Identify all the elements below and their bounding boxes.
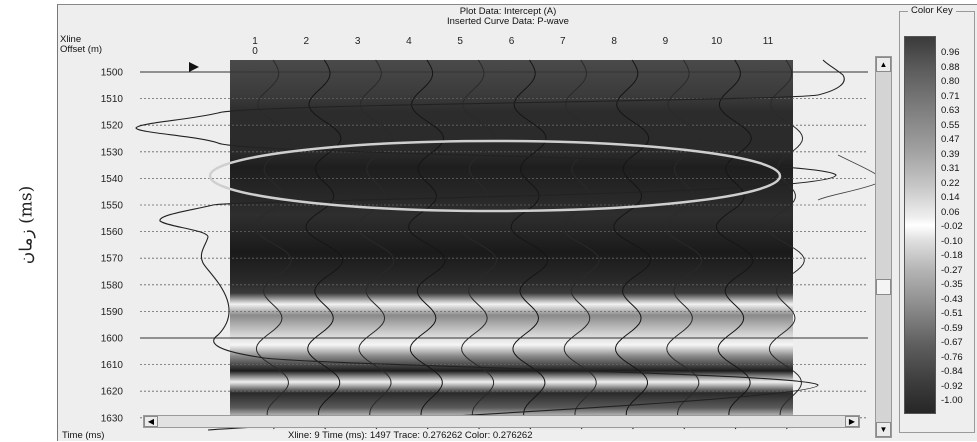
color-key-panel: Color Key 0.96 0.88 0.80 0.71 0.63 0.55 0.47 0.… [899, 5, 975, 433]
time-tick-label: 1500 [101, 68, 124, 79]
status-readout: Xline: 9 Time (ms): 1497 Trace: 0.276262… [288, 430, 533, 441]
trace-wiggle [356, 59, 395, 430]
color-key-label: -0.27 [941, 264, 963, 276]
time-tick-label: 1610 [101, 360, 124, 371]
xline-label: Xline [60, 34, 82, 45]
trace-wiggle [408, 59, 446, 430]
color-key-label: 0.55 [941, 119, 960, 131]
trace-number: 2 [304, 36, 310, 47]
color-key-label: 0.22 [941, 177, 960, 189]
time-tick-label: 1520 [101, 121, 124, 132]
curve-title: Inserted Curve Data: P-wave [447, 16, 569, 27]
color-key-label: -0.02 [941, 221, 963, 232]
color-key-label: 0.96 [941, 47, 960, 58]
highlight-ellipse [208, 139, 782, 213]
time-tick-label: 1550 [101, 201, 124, 212]
color-key-label: 0.71 [941, 90, 960, 102]
trace-number: 6 [509, 36, 515, 47]
trace-number: 10 [711, 36, 723, 47]
trace-number: 7 [560, 36, 566, 47]
time-tick-label: 1590 [101, 307, 124, 318]
color-scale-bar [904, 36, 936, 414]
color-key-label: 0.47 [941, 134, 960, 145]
color-key-label: -0.35 [941, 279, 963, 290]
color-key-label: -0.43 [941, 293, 963, 305]
time-tick-label: 1510 [101, 94, 124, 105]
color-key-label: -0.10 [941, 235, 963, 247]
time-axis: 1500 1510 1520 1530 1540 1550 1560 1570 1580 1590… [101, 68, 868, 424]
color-key-label: 0.80 [941, 76, 960, 87]
color-key-label: 0.31 [941, 163, 960, 174]
trace-wiggle [254, 59, 292, 430]
color-key-label: -0.59 [941, 322, 963, 334]
trace-wiggle [613, 59, 651, 430]
color-key-label: -1.00 [941, 395, 963, 406]
trace-number: 11 [763, 36, 774, 47]
color-key-label: -0.67 [941, 337, 963, 348]
scroll-left-button[interactable]: ◀ [144, 416, 158, 427]
time-tick-label: 1600 [101, 334, 124, 345]
trace-number: 4 [406, 36, 412, 47]
trace-wiggle [767, 59, 805, 430]
color-key-label: -0.84 [941, 366, 963, 377]
status-bar: Time (ms) Xline: 9 Time (ms): 1497 Trace… [58, 429, 977, 442]
vertical-scrollbar[interactable]: ▲ ▼ [875, 56, 892, 438]
trace-number: 8 [611, 36, 617, 47]
trace-wiggle [562, 59, 600, 430]
trace-number: 3 [355, 36, 361, 47]
color-key-label: 0.88 [941, 61, 960, 73]
offset-value: 0 [252, 46, 258, 57]
trace-wiggles [254, 59, 805, 430]
time-tick-label: 1570 [101, 254, 124, 265]
time-tick-label: 1580 [101, 280, 124, 291]
time-axis-persian-label: زمان (ms) [2, 150, 50, 300]
color-key-label: -0.51 [941, 308, 963, 319]
horizontal-scrollbar[interactable]: ◀ ▶ [143, 415, 860, 428]
vertical-scroll-thumb[interactable] [876, 279, 891, 295]
scroll-up-button[interactable]: ▲ [876, 57, 891, 72]
color-key-label: -0.18 [941, 250, 963, 261]
color-key-label: -0.92 [941, 380, 963, 392]
scroll-down-button[interactable]: ▼ [876, 422, 891, 437]
offset-label: Offset (m) [60, 44, 103, 55]
color-key-label: 0.63 [941, 105, 960, 116]
p-wave-curve-2 [817, 154, 881, 201]
plot-title: Plot Data: Intercept (A) [459, 6, 557, 17]
time-tick-label: 1630 [101, 413, 124, 424]
color-key-title: Color Key [908, 5, 956, 16]
time-tick-label: 1530 [101, 147, 124, 158]
status-time-label: Time (ms) [62, 430, 105, 441]
seismic-image-panel [230, 60, 793, 430]
trace-number-row: 1 2 3 4 5 6 7 8 9 10 11 [252, 36, 773, 47]
time-tick-label: 1620 [101, 387, 124, 398]
color-key-label: -0.76 [941, 351, 963, 363]
seismic-plot: 1500151015201530154015501560157015801590… [101, 36, 881, 431]
time-tick-label: 1540 [101, 174, 124, 185]
p-wave-curve [135, 59, 845, 431]
trace-number: 9 [663, 36, 669, 47]
trace-wiggle [664, 59, 703, 430]
trace-number: 1 [252, 36, 258, 47]
scroll-right-button[interactable]: ▶ [845, 416, 859, 427]
color-key-label: 0.14 [941, 192, 960, 203]
time-cursor-marker [189, 62, 199, 72]
trace-wiggle [510, 59, 549, 430]
trace-wiggle [305, 59, 344, 430]
color-key-label: 0.06 [941, 206, 960, 218]
color-key-label: 0.39 [941, 148, 960, 160]
side-label-text: زمان (ms) [16, 185, 36, 265]
time-tick-label: 1560 [101, 227, 124, 238]
seismic-viewer-window: Plot Data: Intercept (A) Inserted Curve … [57, 4, 977, 441]
trace-wiggle [715, 59, 754, 430]
trace-number: 5 [457, 36, 463, 47]
